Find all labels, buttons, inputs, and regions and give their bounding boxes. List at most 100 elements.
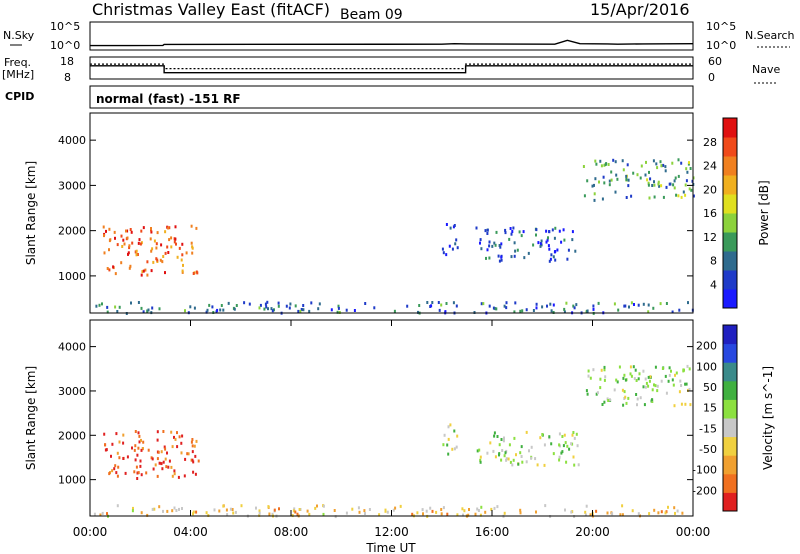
echo-cell <box>543 463 546 467</box>
echo-cell <box>461 507 464 511</box>
colorbar-swatch <box>723 118 737 138</box>
echo-cell <box>615 173 618 177</box>
freq-label-top: Freq. <box>4 56 31 69</box>
echo-cell <box>562 444 565 448</box>
echo-cell <box>180 441 183 445</box>
echo-cell <box>120 261 123 265</box>
echo-cell <box>558 458 561 462</box>
echo-cell <box>93 512 96 516</box>
echo-cell <box>600 368 603 372</box>
echo-cell <box>447 425 450 429</box>
echo-cell <box>135 249 138 253</box>
echo-cell <box>271 512 274 516</box>
echo-cell <box>667 505 669 509</box>
echo-cell <box>277 301 280 305</box>
echo-cell <box>554 258 557 262</box>
echo-cell <box>493 241 496 245</box>
echo-cell <box>150 456 153 460</box>
echo-cell <box>647 310 650 314</box>
echo-cell <box>101 302 103 306</box>
echo-cell <box>126 236 129 240</box>
echo-cell <box>652 159 655 163</box>
colorbar-tick-label: -200 <box>692 484 717 497</box>
echo-cell <box>446 443 449 447</box>
echo-cell <box>644 173 647 177</box>
echo-cell <box>108 472 111 476</box>
echo-cell <box>435 510 438 514</box>
echo-cell <box>160 450 163 454</box>
echo-cell <box>511 463 514 467</box>
echo-cell <box>541 305 544 309</box>
echo-cell <box>570 442 573 446</box>
echo-cell <box>277 304 280 308</box>
echo-cell <box>608 179 611 183</box>
echo-cell <box>178 246 181 250</box>
echo-cell <box>157 450 160 454</box>
nave-tick-top: 60 <box>708 55 722 68</box>
echo-cell <box>576 444 579 448</box>
echo-cell <box>98 303 101 307</box>
echo-cell <box>105 229 107 233</box>
echo-cell <box>567 248 570 252</box>
echo-cell <box>584 513 587 517</box>
echo-cell <box>571 238 574 242</box>
echo-cell <box>651 184 654 187</box>
echo-cell <box>573 463 576 467</box>
echo-cell <box>184 309 186 313</box>
echo-cell <box>684 193 687 197</box>
echo-cell <box>562 228 565 232</box>
echo-cell <box>273 508 276 512</box>
echo-cell <box>681 511 684 515</box>
echo-cell <box>216 308 219 312</box>
echo-cell <box>278 507 280 511</box>
echo-cell <box>115 471 118 475</box>
echo-cell <box>636 397 639 401</box>
echo-cell <box>519 309 522 313</box>
echo-cell <box>586 392 589 396</box>
echo-cell <box>493 431 496 435</box>
echo-cell <box>333 509 336 512</box>
echo-cell <box>170 236 173 240</box>
echo-cell <box>437 301 440 304</box>
echo-cell <box>453 447 456 451</box>
echo-cell <box>678 390 681 394</box>
noise-panel-frame <box>89 21 694 51</box>
echo-cell <box>193 306 196 310</box>
power-panel: 1000 2000 3000 4000 Slant Range [km] 4 8 12 16… <box>24 112 771 315</box>
echo-cell <box>614 160 617 164</box>
echo-cell <box>289 302 292 306</box>
echo-cell <box>263 307 266 311</box>
echo-cell <box>222 504 225 508</box>
echo-cell <box>438 308 441 312</box>
echo-cell <box>558 443 561 447</box>
echo-cell <box>528 449 530 453</box>
echo-cell <box>603 163 606 167</box>
echo-cell <box>488 244 491 248</box>
echo-cell <box>673 404 676 408</box>
echo-cell <box>532 243 535 247</box>
echo-cell <box>546 304 548 308</box>
echo-cell <box>548 247 551 251</box>
echo-cell <box>636 403 638 407</box>
echo-cell <box>575 303 578 307</box>
echo-cell <box>648 196 651 200</box>
echo-cell <box>564 441 567 445</box>
echo-cell <box>570 510 573 514</box>
echo-cell <box>627 178 630 182</box>
echo-cell <box>180 451 183 455</box>
echo-cell <box>173 472 176 476</box>
echo-cell <box>186 452 189 456</box>
echo-cell <box>135 465 138 469</box>
echo-cell <box>665 302 668 305</box>
echo-cell <box>194 472 197 476</box>
echo-cell <box>142 226 145 230</box>
echo-cell <box>607 399 610 402</box>
echo-cell <box>226 513 229 517</box>
echo-cell <box>455 238 458 242</box>
echo-cell <box>164 251 167 255</box>
echo-cell <box>421 508 424 512</box>
echo-cell <box>139 459 142 463</box>
echo-cell <box>586 309 589 313</box>
echo-cell <box>630 194 633 198</box>
echo-cell <box>149 237 152 241</box>
